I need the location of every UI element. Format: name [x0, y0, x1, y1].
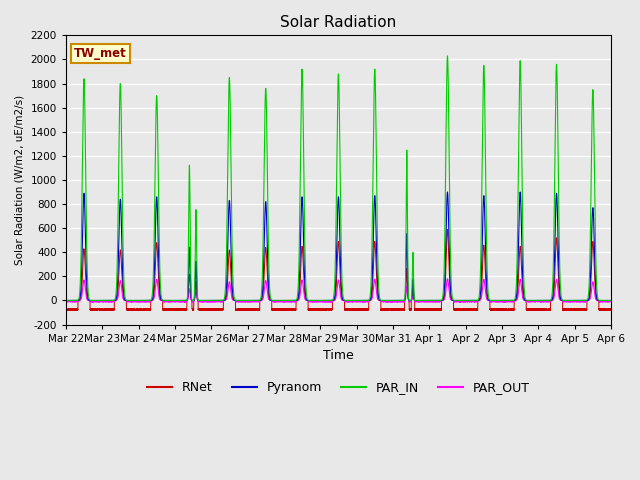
- RNet: [584, 298, 592, 303]
- Pyranom: [444, 189, 451, 195]
- PAR_OUT: [247, 299, 255, 304]
- PAR_OUT: [320, 298, 328, 304]
- RNet: [444, 227, 451, 232]
- PAR_IN: [578, 298, 586, 303]
- RNet: [320, 306, 328, 312]
- X-axis label: Time: Time: [323, 349, 354, 362]
- Title: Solar Radiation: Solar Radiation: [280, 15, 397, 30]
- PAR_OUT: [461, 299, 468, 304]
- Line: RNet: RNet: [66, 229, 611, 311]
- Pyranom: [584, 297, 592, 303]
- PAR_IN: [476, 286, 484, 291]
- Pyranom: [578, 298, 586, 303]
- RNet: [388, 308, 396, 313]
- PAR_OUT: [578, 299, 586, 304]
- RNet: [607, 306, 615, 312]
- Y-axis label: Solar Radiation (W/m2, uE/m2/s): Solar Radiation (W/m2, uE/m2/s): [15, 95, 25, 265]
- Pyranom: [247, 298, 255, 303]
- PAR_OUT: [444, 276, 451, 282]
- PAR_OUT: [476, 298, 484, 303]
- PAR_OUT: [584, 298, 592, 303]
- Pyranom: [476, 295, 484, 301]
- PAR_OUT: [538, 299, 545, 305]
- Pyranom: [426, 298, 433, 303]
- Pyranom: [62, 298, 70, 303]
- Line: PAR_OUT: PAR_OUT: [66, 279, 611, 302]
- RNet: [247, 306, 255, 312]
- PAR_IN: [461, 298, 468, 303]
- RNet: [578, 307, 586, 312]
- Line: PAR_IN: PAR_IN: [66, 56, 611, 300]
- PAR_IN: [444, 53, 451, 59]
- Line: Pyranom: Pyranom: [66, 192, 611, 300]
- PAR_OUT: [62, 299, 70, 304]
- Legend: RNet, Pyranom, PAR_IN, PAR_OUT: RNet, Pyranom, PAR_IN, PAR_OUT: [142, 376, 535, 399]
- RNet: [461, 306, 468, 312]
- PAR_IN: [320, 298, 328, 303]
- Text: TW_met: TW_met: [74, 47, 127, 60]
- Pyranom: [320, 298, 328, 303]
- PAR_IN: [247, 298, 255, 303]
- PAR_IN: [62, 298, 70, 303]
- Pyranom: [607, 298, 615, 303]
- PAR_IN: [426, 298, 433, 303]
- PAR_IN: [584, 294, 592, 300]
- Pyranom: [461, 298, 468, 303]
- RNet: [476, 297, 484, 303]
- PAR_OUT: [607, 298, 615, 304]
- RNet: [62, 307, 70, 312]
- PAR_IN: [607, 298, 615, 303]
